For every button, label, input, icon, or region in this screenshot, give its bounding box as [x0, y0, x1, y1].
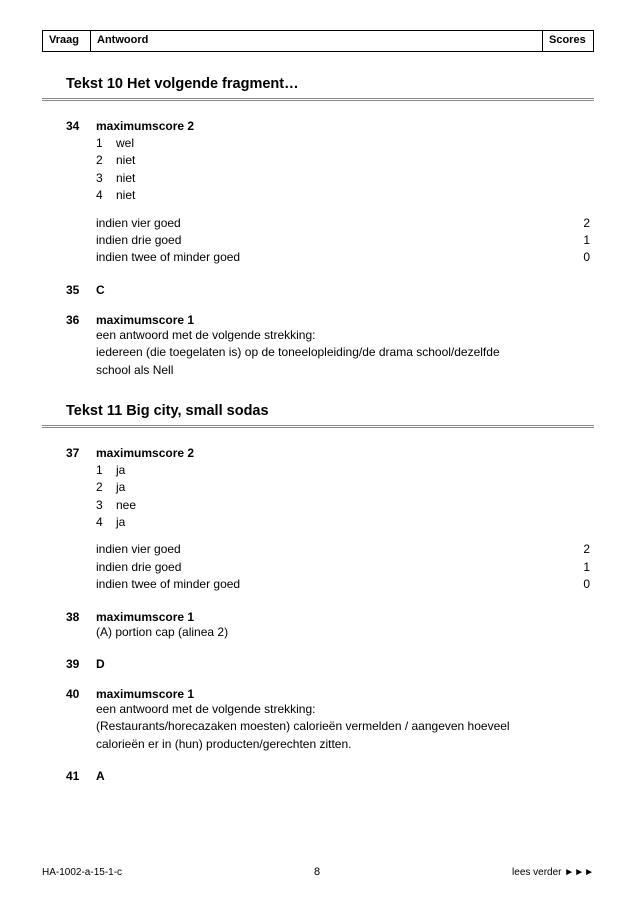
section-title-10: Tekst 10 Het volgende fragment…: [66, 76, 594, 92]
footer-doc-id: HA-1002-a-15-1-c: [42, 867, 122, 878]
list-item: 2ja: [96, 479, 594, 496]
scoring-line: indien drie goed1: [96, 232, 594, 249]
section-title-11: Tekst 11 Big city, small sodas: [66, 403, 594, 419]
list-item: 2niet: [96, 152, 594, 169]
max-score: maximumscore 1: [96, 610, 594, 624]
answer-letter: C: [96, 283, 594, 297]
question-number: 38: [66, 610, 96, 641]
list-item: 3niet: [96, 170, 594, 187]
question-37: 37 maximumscore 2 1ja 2ja 3nee 4ja indie…: [66, 446, 594, 594]
question-number: 40: [66, 687, 96, 753]
answer-list: 1wel 2niet 3niet 4niet: [96, 135, 594, 205]
question-35: 35 C: [66, 283, 594, 297]
question-36: 36 maximumscore 1 een antwoord met de vo…: [66, 313, 594, 379]
list-item: 1ja: [96, 462, 594, 479]
scoring-line: indien drie goed1: [96, 559, 594, 576]
scoring-line: indien vier goed2: [96, 215, 594, 232]
max-score: maximumscore 2: [96, 119, 594, 133]
question-number: 39: [66, 657, 96, 671]
footer-page-number: 8: [314, 866, 320, 878]
scoring-line: indien twee of minder goed0: [96, 249, 594, 266]
question-body: D: [96, 657, 594, 671]
scoring-line: indien twee of minder goed0: [96, 576, 594, 593]
header-scores: Scores: [543, 31, 593, 51]
scoring-line: indien vier goed2: [96, 541, 594, 558]
section-rule: [42, 425, 594, 428]
question-number: 41: [66, 769, 96, 783]
question-body: maximumscore 1 (A) portion cap (alinea 2…: [96, 610, 594, 641]
answer-letter: D: [96, 657, 594, 671]
section-rule: [42, 98, 594, 101]
page-footer: HA-1002-a-15-1-c 8 lees verder ►►►: [42, 866, 594, 878]
list-item: 1wel: [96, 135, 594, 152]
list-item: 4niet: [96, 187, 594, 204]
question-number: 37: [66, 446, 96, 594]
header-vraag: Vraag: [43, 31, 91, 51]
question-number: 35: [66, 283, 96, 297]
answer-text: een antwoord met de volgende strekking:: [96, 327, 526, 344]
question-body: maximumscore 2 1ja 2ja 3nee 4ja indien v…: [96, 446, 594, 594]
question-body: A: [96, 769, 594, 783]
answer-text: een antwoord met de volgende strekking:: [96, 701, 526, 718]
question-40: 40 maximumscore 1 een antwoord met de vo…: [66, 687, 594, 753]
answer-text: (Restaurants/horecazaken moesten) calori…: [96, 718, 526, 753]
answer-letter: A: [96, 769, 594, 783]
question-number: 34: [66, 119, 96, 267]
max-score: maximumscore 1: [96, 687, 594, 701]
question-34: 34 maximumscore 2 1wel 2niet 3niet 4niet…: [66, 119, 594, 267]
question-41: 41 A: [66, 769, 594, 783]
answer-text: (A) portion cap (alinea 2): [96, 624, 526, 641]
list-item: 4ja: [96, 514, 594, 531]
question-body: C: [96, 283, 594, 297]
question-body: maximumscore 1 een antwoord met de volge…: [96, 313, 594, 379]
question-body: maximumscore 2 1wel 2niet 3niet 4niet in…: [96, 119, 594, 267]
max-score: maximumscore 2: [96, 446, 594, 460]
question-39: 39 D: [66, 657, 594, 671]
question-38: 38 maximumscore 1 (A) portion cap (aline…: [66, 610, 594, 641]
answer-text: iedereen (die toegelaten is) op de tonee…: [96, 344, 526, 379]
question-body: maximumscore 1 een antwoord met de volge…: [96, 687, 594, 753]
footer-continue: lees verder ►►►: [512, 867, 594, 878]
question-number: 36: [66, 313, 96, 379]
header-antwoord: Antwoord: [91, 31, 543, 51]
answer-list: 1ja 2ja 3nee 4ja: [96, 462, 594, 532]
list-item: 3nee: [96, 497, 594, 514]
max-score: maximumscore 1: [96, 313, 594, 327]
column-header-row: Vraag Antwoord Scores: [42, 30, 594, 52]
